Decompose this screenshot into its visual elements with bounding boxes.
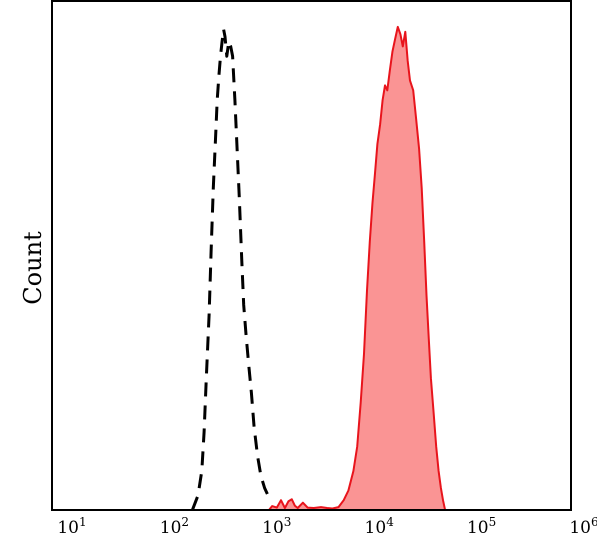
x-tick-labels: 101 102 103 104 105 106 [57, 515, 597, 538]
x-tick-label-3: 104 [365, 515, 395, 538]
plot-frame [51, 0, 572, 511]
x-tick-label-1: 102 [160, 515, 189, 538]
x-tick-label-4: 105 [467, 515, 496, 538]
series-1-line [268, 25, 447, 511]
series-1-area [269, 26, 446, 511]
x-tick-label-2: 103 [262, 515, 291, 538]
series-0-line [190, 27, 273, 511]
x-tick-label-5: 106 [569, 515, 597, 538]
x-tick-label-0: 101 [57, 515, 86, 538]
y-axis-label: Count [19, 231, 47, 305]
series-layer [190, 25, 447, 511]
